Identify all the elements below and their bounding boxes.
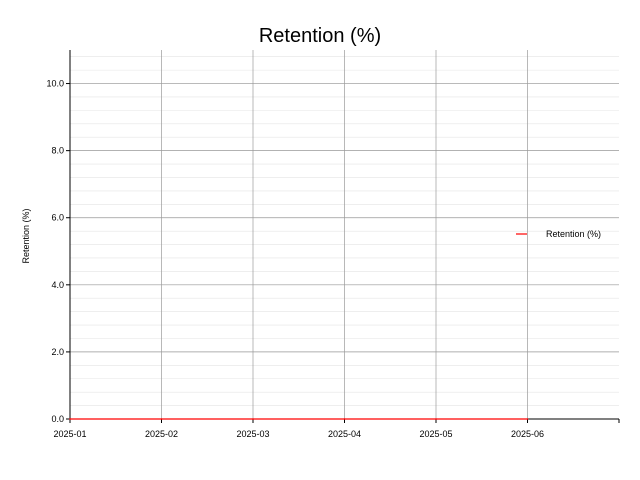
grid bbox=[69, 50, 619, 420]
legend: Retention (%) bbox=[516, 229, 601, 239]
y-tick-label: 6.0 bbox=[51, 213, 64, 223]
y-tick-label: 0.0 bbox=[51, 414, 64, 424]
y-axis-ticks: 0.0 2.0 4.0 6.0 8.0 10.0 bbox=[46, 79, 70, 424]
y-tick-label: 4.0 bbox=[51, 280, 64, 290]
x-tick-label: 2025-03 bbox=[236, 429, 269, 439]
x-tick-label: 2025-02 bbox=[145, 429, 178, 439]
x-tick-label: 2025-06 bbox=[511, 429, 544, 439]
x-tick-label: 2025-01 bbox=[53, 429, 86, 439]
y-tick-label: 2.0 bbox=[51, 347, 64, 357]
data-point bbox=[160, 418, 163, 420]
x-axis-ticks: 2025-01 2025-02 2025-03 2025-04 2025-05 2025-… bbox=[53, 419, 620, 439]
data-point bbox=[435, 418, 437, 420]
legend-label: Retention (%) bbox=[546, 229, 601, 239]
data-point bbox=[343, 418, 346, 420]
y-axis-label: Retention (%) bbox=[21, 208, 31, 263]
x-tick-label: 2025-04 bbox=[328, 429, 361, 439]
data-point bbox=[526, 418, 529, 420]
data-point bbox=[252, 418, 254, 420]
x-tick-label: 2025-05 bbox=[419, 429, 452, 439]
y-tick-label: 8.0 bbox=[51, 146, 64, 156]
series bbox=[69, 418, 529, 420]
y-tick-label: 10.0 bbox=[46, 79, 64, 89]
chart-title: Retention (%) bbox=[259, 25, 381, 47]
data-point bbox=[69, 418, 71, 420]
